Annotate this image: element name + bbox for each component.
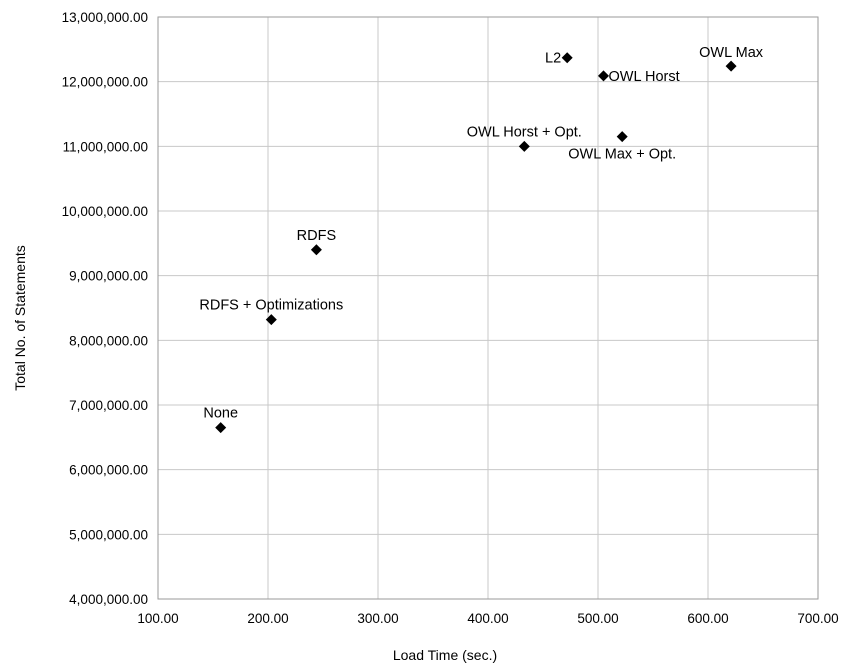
x-tick-label: 200.00 [247, 611, 288, 626]
plot-area [157, 16, 819, 600]
x-tick-label: 100.00 [137, 611, 178, 626]
data-point [725, 60, 737, 72]
y-tick-label: 9,000,000.00 [69, 269, 148, 284]
y-axis-ticks: 4,000,000.00 5,000,000.00 6,000,000.00 7,00… [62, 10, 148, 607]
data-label: OWL Horst [609, 69, 680, 85]
y-axis-title: Total No. of Statements [12, 245, 28, 391]
data-point [598, 70, 609, 82]
data-point [518, 140, 530, 152]
y-tick-label: 5,000,000.00 [69, 527, 148, 542]
x-tick-label: 500.00 [577, 611, 618, 626]
y-tick-label: 11,000,000.00 [63, 139, 148, 154]
data-label: RDFS + Optimizations [199, 298, 343, 314]
data-point [561, 52, 573, 64]
data-label: L2 [545, 51, 561, 67]
data-points [215, 52, 737, 434]
data-point [616, 131, 628, 143]
y-tick-label: 10,000,000.00 [62, 204, 148, 219]
data-point [265, 314, 277, 326]
x-axis-ticks: 100.00 200.00 300.00 400.00 500.00 600.00 700.… [137, 611, 838, 626]
y-tick-label: 12,000,000.00 [62, 75, 148, 90]
x-tick-label: 300.00 [357, 611, 398, 626]
y-tick-label: 7,000,000.00 [69, 398, 148, 413]
x-tick-label: 400.00 [467, 611, 508, 626]
data-point [310, 244, 322, 256]
y-tick-label: 8,000,000.00 [69, 333, 148, 348]
y-tick-label: 13,000,000.00 [62, 10, 148, 25]
x-axis-title: Load Time (sec.) [393, 647, 497, 663]
data-label: RDFS [297, 228, 336, 244]
data-label: OWL Horst + Opt. [467, 124, 582, 140]
data-point [215, 422, 227, 434]
x-tick-label: 700.00 [797, 611, 838, 626]
data-label: OWL Max + Opt. [568, 147, 676, 163]
y-tick-label: 6,000,000.00 [69, 463, 148, 478]
data-label: OWL Max [699, 45, 764, 61]
y-tick-label: 4,000,000.00 [69, 592, 148, 607]
data-labels: None RDFS + Optimizations RDFS OWL Horst + … [199, 45, 763, 421]
data-label: None [203, 406, 238, 422]
x-tick-label: 600.00 [687, 611, 728, 626]
